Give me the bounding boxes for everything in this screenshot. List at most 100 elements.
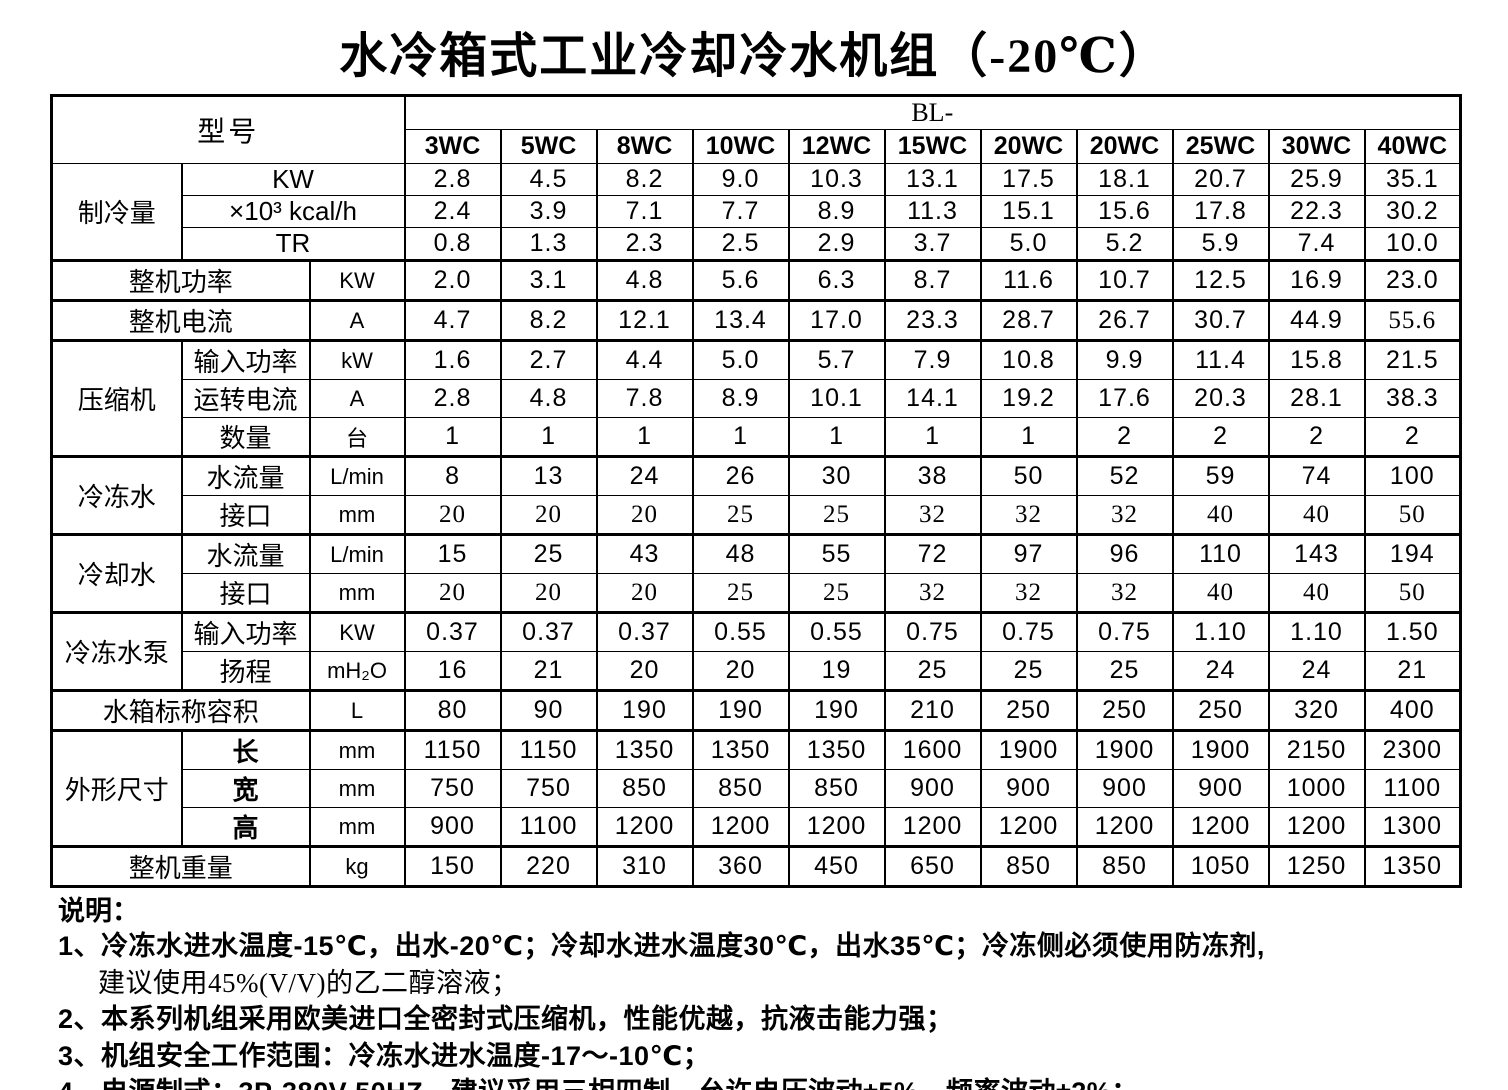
value-cell: 50 bbox=[1363, 573, 1462, 613]
row-label: 输入功率 bbox=[180, 611, 311, 652]
value-cell: 43 bbox=[595, 533, 694, 574]
value-cell: 10.3 bbox=[787, 163, 886, 196]
value-cell: 20 bbox=[499, 573, 598, 613]
value-cell: 1050 bbox=[1171, 845, 1270, 887]
value-cell: 7.8 bbox=[595, 379, 694, 418]
value-cell: 0.75 bbox=[883, 611, 982, 652]
value-cell: 8 bbox=[403, 455, 502, 496]
unit-cell: kg bbox=[308, 845, 406, 887]
value-cell: 750 bbox=[499, 769, 598, 808]
value-cell: 450 bbox=[787, 845, 886, 887]
row-label: KW bbox=[180, 163, 406, 196]
value-cell: 28.1 bbox=[1267, 379, 1366, 418]
value-cell: 850 bbox=[595, 769, 694, 808]
table-row: 水箱标称容积 L 80 90 190 190 190 210 250 250 250 320 400 bbox=[50, 689, 1462, 731]
value-cell: 1300 bbox=[1363, 807, 1462, 847]
series-row: 型号 BL- bbox=[50, 95, 1462, 164]
value-cell: 26.7 bbox=[1075, 299, 1174, 341]
unit-cell: mm bbox=[308, 573, 406, 613]
value-cell: 10.1 bbox=[787, 379, 886, 418]
value-cell: 0.37 bbox=[595, 611, 694, 652]
value-cell: 1200 bbox=[787, 807, 886, 847]
value-cell: 1350 bbox=[691, 729, 790, 770]
unit-cell: KW bbox=[308, 259, 406, 301]
value-cell: 13.4 bbox=[691, 299, 790, 341]
note-line: 建议使用45%(V/V)的乙二醇溶液； bbox=[98, 967, 519, 998]
value-cell: 150 bbox=[403, 845, 502, 887]
value-cell: 360 bbox=[691, 845, 790, 887]
value-cell: 5.0 bbox=[691, 339, 790, 380]
value-cell: 1000 bbox=[1267, 769, 1366, 808]
value-cell: 4.7 bbox=[403, 299, 502, 341]
table-row: 压缩机 输入功率 kW 1.6 2.7 4.4 5.0 5.7 7.9 10.8 9.9 11.4 15… bbox=[50, 339, 1462, 457]
value-cell: 32 bbox=[979, 573, 1078, 613]
model-header-1: 3WC bbox=[403, 129, 502, 164]
value-cell: 2 bbox=[1171, 417, 1270, 457]
value-cell: 11.3 bbox=[883, 195, 982, 228]
value-cell: 15.6 bbox=[1075, 195, 1174, 228]
table-row: 冷却水 水流量 L/min 15 25 43 48 55 72 97 96 110 143 194 bbox=[50, 533, 1462, 613]
row-label: 高 bbox=[180, 807, 311, 847]
value-cell: 21 bbox=[1363, 651, 1462, 691]
value-cell: 20 bbox=[595, 573, 694, 613]
note-line: 2、本系列机组采用欧美进口全密封式压缩机，性能优越，抗液击能力强； bbox=[58, 1004, 954, 1034]
value-cell: 5.6 bbox=[691, 259, 790, 301]
value-cell: 1900 bbox=[1171, 729, 1270, 770]
value-cell: 11.4 bbox=[1171, 339, 1270, 380]
value-cell: 17.0 bbox=[787, 299, 886, 341]
note-line: 4、电源制式：3P-380V-50HZ，建议采用三相四制，允许电压波动±5%，频… bbox=[58, 1074, 1458, 1090]
value-cell: 900 bbox=[883, 769, 982, 808]
table-row: 运转电流 A 2.8 4.8 7.8 8.9 10.1 14.1 19.2 17.6 20.3 28.… bbox=[52, 379, 1462, 418]
table-row: 外形尺寸长 mm 1150 1150 1350 1350 1350 1600 1900 1900 1… bbox=[50, 729, 1462, 847]
value-cell: 19 bbox=[787, 651, 886, 691]
value-cell: 12.5 bbox=[1171, 259, 1270, 301]
row-label: ×10³ kcal/h bbox=[180, 195, 406, 228]
value-cell: 143 bbox=[1267, 533, 1366, 574]
table-row: 接口 mm 20 20 20 25 25 32 32 32 40 40 50 bbox=[52, 573, 1462, 613]
unit-cell: mm bbox=[308, 495, 406, 535]
value-cell: 32 bbox=[883, 495, 982, 535]
value-cell: 2300 bbox=[1363, 729, 1462, 770]
value-cell: 0.75 bbox=[979, 611, 1078, 652]
row-label: 长 bbox=[180, 729, 311, 770]
value-cell: 1200 bbox=[595, 807, 694, 847]
value-cell: 400 bbox=[1363, 689, 1462, 731]
value-cell: 35.1 bbox=[1363, 163, 1462, 196]
group-label: 制冷量 bbox=[50, 163, 183, 261]
value-cell: 1.10 bbox=[1171, 611, 1270, 652]
value-cell: 15 bbox=[403, 533, 502, 574]
value-cell: 20.7 bbox=[1171, 163, 1270, 196]
value-cell: 28.7 bbox=[979, 299, 1078, 341]
value-cell: 1350 bbox=[787, 729, 886, 770]
value-cell: 20 bbox=[403, 573, 502, 613]
value-cell: 17.6 bbox=[1075, 379, 1174, 418]
value-cell: 0.8 bbox=[403, 227, 502, 261]
value-cell: 3.7 bbox=[883, 227, 982, 261]
model-header-2: 5WC bbox=[499, 129, 598, 164]
value-cell: 1.3 bbox=[499, 227, 598, 261]
unit-cell: KW bbox=[308, 611, 406, 652]
unit-cell: mH₂O bbox=[308, 651, 406, 691]
value-cell: 5.7 bbox=[787, 339, 886, 380]
value-cell: 2.4 bbox=[403, 195, 502, 228]
value-cell: 13 bbox=[499, 455, 598, 496]
value-cell: 1150 bbox=[403, 729, 502, 770]
value-cell: 25.9 bbox=[1267, 163, 1366, 196]
series-prefix-label: BL- bbox=[403, 95, 1462, 130]
value-cell: 12.1 bbox=[595, 299, 694, 341]
table-row: 扬程 mH₂O 16 21 20 20 19 25 25 25 24 24 21 bbox=[52, 651, 1462, 691]
value-cell: 30.7 bbox=[1171, 299, 1270, 341]
table-row: 数量台 1 1 1 1 1 1 1 2 2 2 2 bbox=[52, 417, 1462, 457]
value-cell: 8.2 bbox=[595, 163, 694, 196]
value-cell: 20 bbox=[595, 495, 694, 535]
value-cell: 1 bbox=[979, 417, 1078, 457]
value-cell: 4.5 bbox=[499, 163, 598, 196]
value-cell: 100 bbox=[1363, 455, 1462, 496]
value-cell: 38 bbox=[883, 455, 982, 496]
value-cell: 25 bbox=[499, 533, 598, 574]
value-cell: 2.9 bbox=[787, 227, 886, 261]
spec-table-body: 制冷量 KW 2.8 4.5 8.2 9.0 10.3 13.1 17.5 18.1 20.7 25.… bbox=[50, 163, 1462, 887]
value-cell: 250 bbox=[1075, 689, 1174, 731]
value-cell: 24 bbox=[1267, 651, 1366, 691]
